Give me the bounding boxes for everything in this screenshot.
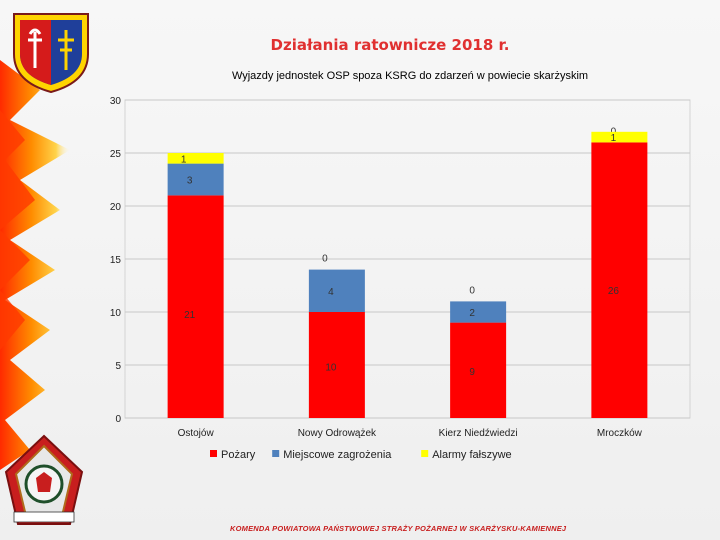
legend-swatch — [421, 450, 429, 457]
x-tick-label: Mroczków — [597, 428, 643, 439]
page-title: Działania ratownicze 2018 r. — [270, 36, 510, 54]
bar-segment — [167, 153, 224, 164]
data-label: 3 — [187, 176, 193, 187]
data-label: 4 — [328, 287, 334, 298]
bar-segment — [591, 142, 648, 418]
flame-decoration — [0, 60, 70, 470]
bar-segment — [167, 163, 224, 196]
y-tick-label: 15 — [110, 255, 122, 266]
data-label: 9 — [469, 367, 475, 378]
data-label: 10 — [325, 362, 337, 373]
data-label: 0 — [469, 285, 475, 296]
legend-swatch — [210, 450, 217, 457]
bar-segment — [167, 195, 224, 418]
coat-of-arms-logo — [13, 13, 89, 94]
bar-segment — [308, 312, 365, 418]
bar-segment — [308, 269, 365, 312]
y-tick-label: 5 — [115, 361, 121, 372]
y-tick-label: 10 — [110, 308, 122, 319]
bar-segment — [450, 301, 507, 323]
x-tick-label: Kierz Niedźwiedzi — [439, 428, 518, 439]
y-tick-label: 25 — [110, 149, 122, 160]
y-tick-label: 20 — [110, 202, 122, 213]
legend-swatch — [272, 450, 280, 457]
legend-label: Alarmy fałszywe — [432, 449, 511, 461]
bar-segment — [591, 131, 648, 143]
y-tick-label: 0 — [115, 414, 121, 425]
fire-service-emblem-logo — [4, 434, 84, 525]
chart-subtitle: Wyjazdy jednostek OSP spoza KSRG do zdar… — [231, 70, 589, 82]
x-tick-label: Nowy Odrowążek — [298, 428, 377, 439]
footer-text: KOMENDA POWIATOWA PAŃSTWOWEJ STRAŻY POŻA… — [230, 524, 567, 533]
data-label: 2 — [469, 308, 475, 319]
bar-segment — [450, 322, 507, 418]
data-label: 0 — [322, 254, 328, 265]
legend-label: Pożary — [221, 449, 256, 461]
data-label: 1 — [611, 133, 617, 144]
x-tick-label: Ostojów — [178, 428, 215, 439]
data-label: 1 — [181, 154, 187, 165]
y-tick-label: 30 — [110, 96, 122, 107]
legend-label: Miejscowe zagrożenia — [283, 449, 392, 461]
data-label: 21 — [184, 310, 196, 321]
data-label: 26 — [608, 286, 620, 297]
